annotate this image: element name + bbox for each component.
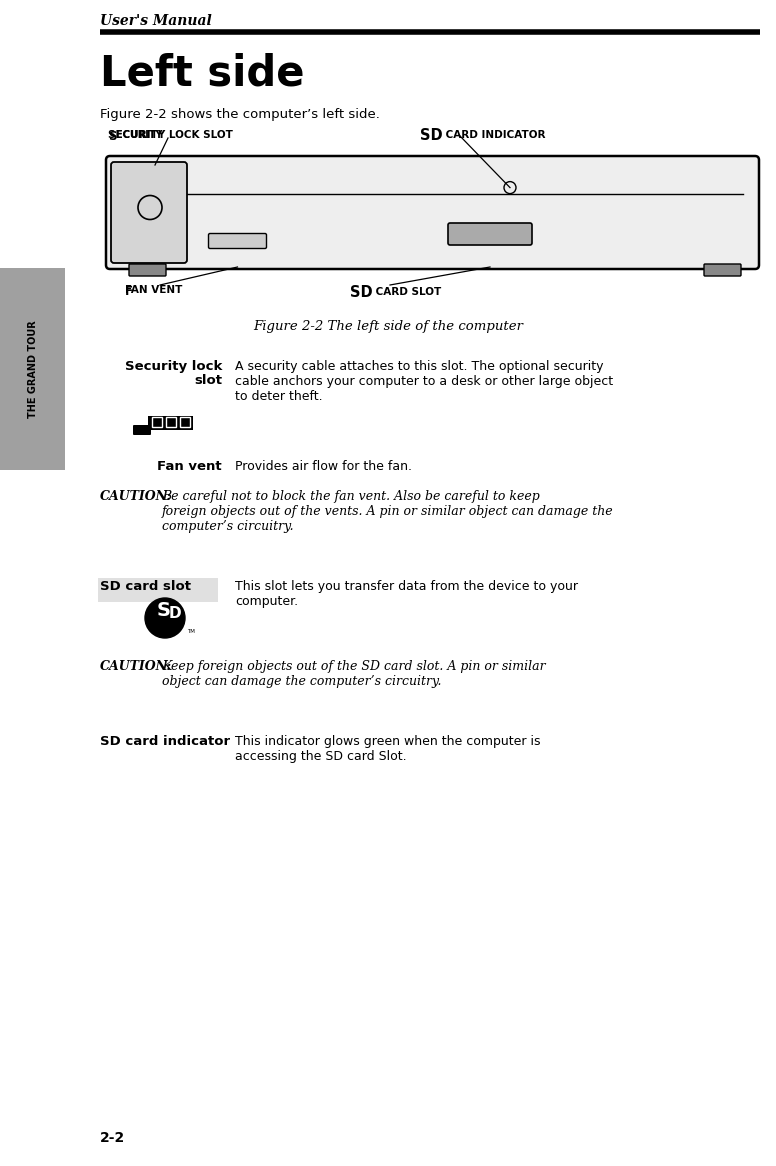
- Text: 2-2: 2-2: [100, 1131, 125, 1145]
- Text: Left side: Left side: [100, 52, 304, 94]
- FancyBboxPatch shape: [209, 233, 266, 248]
- FancyBboxPatch shape: [448, 223, 532, 245]
- Bar: [98, 578, 218, 602]
- Text: Keep foreign objects out of the SD card slot. A pin or similar
object can damage: Keep foreign objects out of the SD card …: [162, 660, 546, 688]
- Text: S: S: [108, 129, 116, 143]
- Text: This slot lets you transfer data from the device to your
computer.: This slot lets you transfer data from th…: [235, 580, 578, 607]
- Text: This indicator glows green when the computer is
accessing the SD card Slot.: This indicator glows green when the comp…: [235, 735, 541, 763]
- Text: User's Manual: User's Manual: [100, 14, 212, 28]
- Text: SD card indicator: SD card indicator: [100, 735, 230, 749]
- Text: FAN VENT: FAN VENT: [125, 285, 182, 295]
- Text: Figure 2-2 The left side of the computer: Figure 2-2 The left side of the computer: [253, 319, 523, 333]
- Text: TM: TM: [187, 628, 195, 634]
- FancyBboxPatch shape: [133, 424, 151, 435]
- Text: SD card slot: SD card slot: [100, 580, 191, 593]
- Text: F: F: [125, 285, 133, 298]
- Text: Provides air flow for the fan.: Provides air flow for the fan.: [235, 461, 412, 473]
- Bar: [148, 416, 193, 430]
- Text: CAUTION:: CAUTION:: [100, 660, 172, 673]
- FancyBboxPatch shape: [129, 264, 166, 276]
- Text: Fan vent: Fan vent: [158, 461, 222, 473]
- Text: Be careful not to block the fan vent. Also be careful to keep
foreign objects ou: Be careful not to block the fan vent. Al…: [162, 490, 614, 533]
- Text: CARD INDICATOR: CARD INDICATOR: [442, 129, 546, 140]
- FancyBboxPatch shape: [704, 264, 741, 276]
- Text: A security cable attaches to this slot. The optional security
cable anchors your: A security cable attaches to this slot. …: [235, 360, 613, 403]
- Text: S: S: [157, 600, 171, 619]
- Text: CAUTION:: CAUTION:: [100, 490, 172, 503]
- Text: THE GRAND TOUR: THE GRAND TOUR: [27, 321, 37, 417]
- FancyBboxPatch shape: [111, 162, 187, 264]
- Bar: [0, 268, 65, 470]
- Text: SD: SD: [420, 128, 442, 143]
- Bar: [152, 417, 162, 427]
- Text: CARD SLOT: CARD SLOT: [372, 287, 442, 297]
- Bar: [166, 417, 176, 427]
- Bar: [180, 417, 190, 427]
- Text: D: D: [169, 606, 182, 621]
- Text: Security lock: Security lock: [125, 360, 222, 373]
- Text: Figure 2-2 shows the computer’s left side.: Figure 2-2 shows the computer’s left sid…: [100, 108, 380, 121]
- FancyBboxPatch shape: [106, 156, 759, 269]
- Text: SD: SD: [350, 285, 372, 300]
- Text: SECURITY LOCK SLOT: SECURITY LOCK SLOT: [108, 129, 233, 140]
- Circle shape: [145, 598, 185, 638]
- Text: slot: slot: [194, 374, 222, 387]
- Text: ECURITY: ECURITY: [116, 129, 166, 140]
